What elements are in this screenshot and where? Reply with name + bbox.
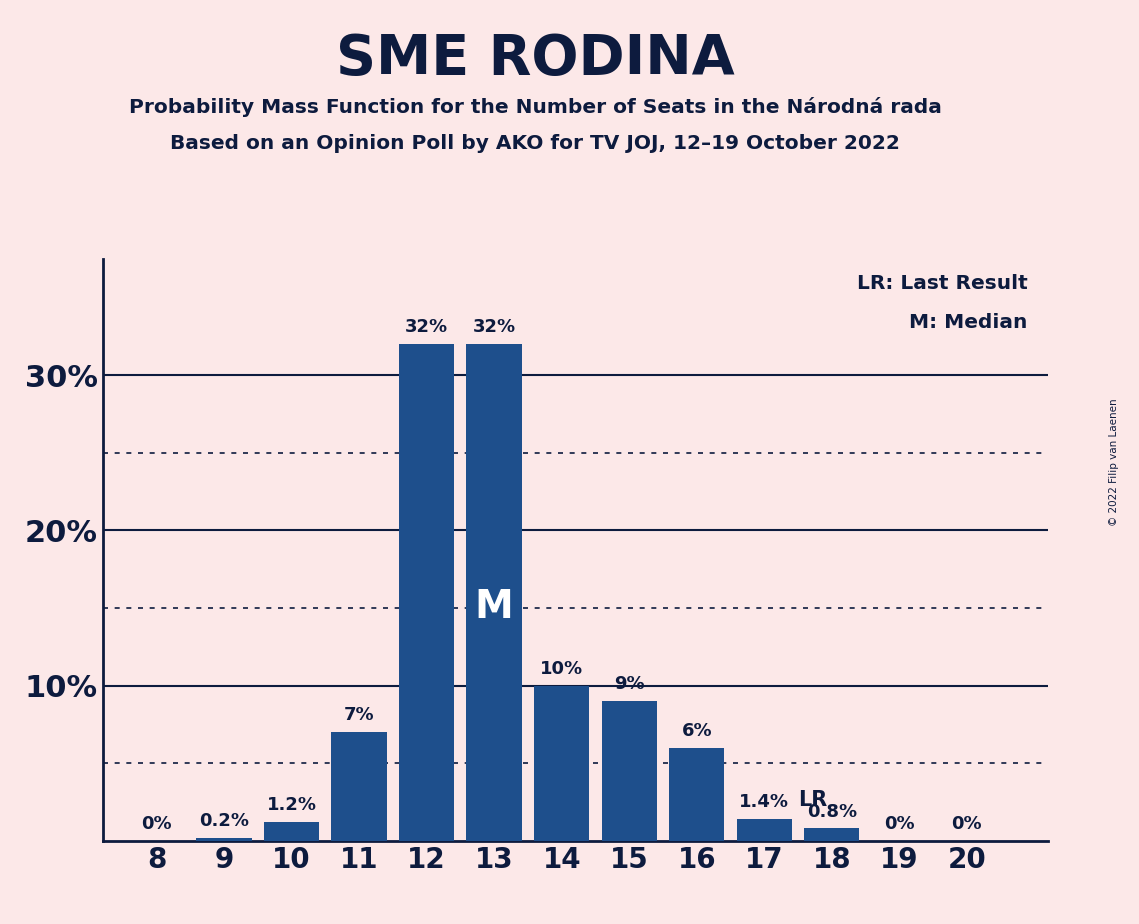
Text: SME RODINA: SME RODINA (336, 32, 735, 86)
Text: LR: Last Result: LR: Last Result (857, 274, 1027, 293)
Text: 1.4%: 1.4% (739, 794, 789, 811)
Text: 32%: 32% (405, 319, 449, 336)
Text: M: M (475, 589, 514, 626)
Text: Based on an Opinion Poll by AKO for TV JOJ, 12–19 October 2022: Based on an Opinion Poll by AKO for TV J… (171, 134, 900, 153)
Text: 0.2%: 0.2% (199, 812, 249, 830)
Text: 0%: 0% (141, 815, 172, 833)
Bar (399, 344, 454, 841)
Text: M: Median: M: Median (909, 313, 1027, 332)
Text: LR: LR (798, 790, 827, 809)
Text: 32%: 32% (473, 319, 516, 336)
Text: 10%: 10% (540, 660, 583, 678)
Bar (804, 829, 860, 841)
Text: 0%: 0% (951, 815, 982, 833)
Text: © 2022 Filip van Laenen: © 2022 Filip van Laenen (1109, 398, 1118, 526)
Text: 1.2%: 1.2% (267, 796, 317, 814)
Bar (331, 732, 387, 841)
Text: 9%: 9% (614, 675, 645, 693)
Text: Probability Mass Function for the Number of Seats in the Národná rada: Probability Mass Function for the Number… (129, 97, 942, 117)
Bar (467, 344, 522, 841)
Bar (264, 822, 319, 841)
Text: 7%: 7% (344, 707, 375, 724)
Text: 0.8%: 0.8% (806, 803, 857, 821)
Bar (601, 701, 657, 841)
Text: 6%: 6% (681, 722, 712, 740)
Bar (669, 748, 724, 841)
Bar (196, 838, 252, 841)
Bar (534, 686, 589, 841)
Bar (737, 819, 792, 841)
Text: 0%: 0% (884, 815, 915, 833)
